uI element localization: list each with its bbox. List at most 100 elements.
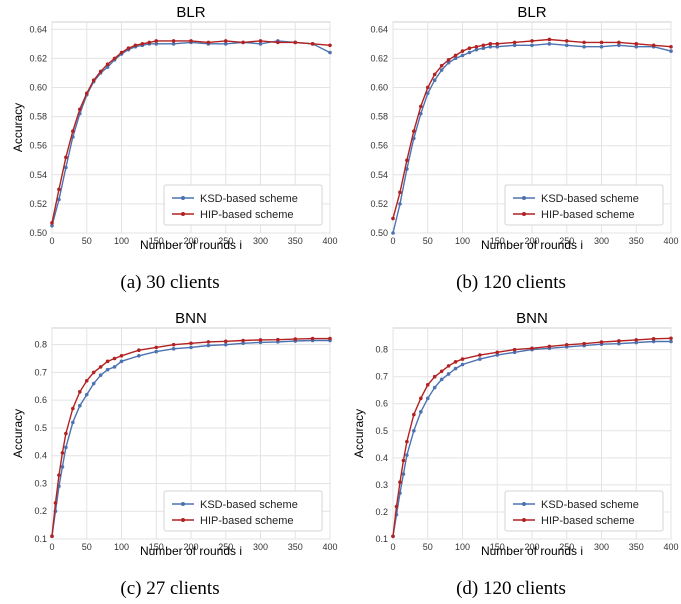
series-point-hip bbox=[453, 53, 458, 58]
series-point-hip bbox=[206, 340, 211, 344]
series-point-ksd bbox=[60, 465, 65, 469]
series-point-hip bbox=[599, 340, 604, 344]
series-point-hip bbox=[258, 338, 263, 342]
y-axis-label: Accuracy bbox=[11, 409, 25, 458]
series-point-hip bbox=[547, 37, 552, 42]
series-line-hip bbox=[392, 38, 672, 219]
legend-label: HIP-based scheme bbox=[200, 515, 294, 527]
series-point-ksd bbox=[98, 373, 103, 377]
x-tick-label: 50 bbox=[423, 236, 433, 246]
x-tick-label: 300 bbox=[253, 236, 268, 246]
y-tick-label: 0.4 bbox=[375, 453, 388, 463]
x-tick-label: 350 bbox=[629, 236, 644, 246]
series-point-hip bbox=[119, 50, 124, 55]
series-point-hip bbox=[634, 338, 639, 342]
series-point-hip bbox=[78, 107, 82, 112]
series-point-hip bbox=[530, 346, 534, 351]
series-point-ksd bbox=[439, 68, 444, 72]
series-point-ksd bbox=[78, 403, 82, 408]
series-point-hip bbox=[412, 129, 416, 133]
series-point-hip bbox=[405, 158, 409, 163]
series-point-hip bbox=[432, 374, 437, 379]
series-point-hip bbox=[276, 40, 280, 45]
legend-marker bbox=[181, 502, 185, 506]
legend-label: KSD-based scheme bbox=[541, 499, 639, 511]
series-point-ksd bbox=[651, 339, 656, 344]
series-point-ksd bbox=[112, 365, 117, 369]
series-point-ksd bbox=[495, 353, 500, 357]
series-point-ksd bbox=[669, 339, 673, 344]
series-point-hip bbox=[60, 451, 65, 455]
series-point-hip bbox=[64, 431, 68, 436]
chart-title: BLR bbox=[517, 4, 546, 21]
series-point-hip bbox=[206, 40, 211, 45]
y-tick-label: 0.1 bbox=[375, 534, 388, 544]
series-point-hip bbox=[412, 412, 416, 417]
series-point-hip bbox=[171, 342, 176, 347]
legend-marker bbox=[522, 196, 526, 200]
legend-box bbox=[163, 490, 323, 532]
y-tick-label: 0.54 bbox=[29, 170, 47, 180]
x-tick-label: 200 bbox=[183, 542, 198, 552]
series-point-hip bbox=[495, 42, 500, 46]
series-point-ksd bbox=[453, 366, 458, 371]
series-point-ksd bbox=[105, 367, 110, 372]
chart-a-svg: 0 50 100 150 200 250 300 350 400 0.50 0.52 0.54 0.56… bbox=[11, 4, 338, 252]
legend-label: KSD-based scheme bbox=[541, 193, 639, 205]
x-tick-label: 350 bbox=[629, 542, 644, 552]
series-point-hip bbox=[189, 341, 193, 346]
y-tick-label: 0.7 bbox=[34, 367, 47, 377]
chart-c-svg: 0 50 100 150 200 250 300 350 400 0.1 0.2 0.3 0.4 0.5 0… bbox=[11, 310, 338, 558]
series-point-ksd bbox=[599, 44, 604, 49]
x-tick-label: 150 bbox=[490, 236, 505, 246]
caption-c: (c) 27 clients bbox=[120, 578, 220, 599]
series-point-ksd bbox=[391, 231, 395, 235]
series-point-hip bbox=[398, 480, 402, 484]
y-tick-label: 0.58 bbox=[29, 112, 47, 122]
y-tick-label: 0.3 bbox=[34, 478, 47, 488]
series-point-ksd bbox=[460, 362, 465, 367]
series-point-ksd bbox=[91, 381, 96, 386]
x-tick-label: 350 bbox=[288, 542, 303, 552]
legend: KSD-based scheme HIP-based scheme bbox=[163, 184, 323, 226]
series-point-hip bbox=[241, 338, 245, 343]
series-point-ksd bbox=[634, 340, 639, 345]
series-point-ksd bbox=[71, 420, 75, 425]
x-tick-label: 350 bbox=[288, 236, 303, 246]
series-point-ksd bbox=[223, 342, 228, 347]
x-tick-label: 100 bbox=[114, 236, 129, 246]
series-point-ksd bbox=[258, 42, 263, 46]
series-point-hip bbox=[474, 44, 479, 49]
x-tick-label: 250 bbox=[559, 236, 574, 246]
x-tick-label: 150 bbox=[490, 542, 505, 552]
series-point-ksd bbox=[154, 42, 159, 46]
series-point-ksd bbox=[530, 43, 534, 48]
series-point-ksd bbox=[432, 385, 437, 390]
series-point-hip bbox=[310, 42, 315, 46]
series-point-hip bbox=[582, 40, 586, 45]
chart-panel-a: 0 50 100 150 200 250 300 350 400 0.50 0.52 0.54 0.56… bbox=[0, 0, 340, 260]
legend-label: KSD-based scheme bbox=[200, 499, 298, 511]
x-tick-label: 300 bbox=[594, 236, 609, 246]
series-point-hip bbox=[140, 42, 145, 46]
series-point-ksd bbox=[84, 392, 89, 397]
series-point-ksd bbox=[419, 111, 423, 116]
series-point-hip bbox=[425, 383, 430, 387]
series-point-hip bbox=[154, 39, 159, 43]
series-point-ksd bbox=[432, 78, 437, 83]
series-point-hip bbox=[71, 406, 75, 411]
caption-d: (d) 120 clients bbox=[456, 578, 566, 599]
y-tick-label: 0.6 bbox=[34, 395, 47, 405]
series-point-ksd bbox=[398, 202, 402, 206]
series-point-hip bbox=[64, 155, 68, 160]
series-point-hip bbox=[446, 58, 451, 62]
series-point-hip bbox=[453, 360, 458, 364]
x-tick-label: 50 bbox=[423, 542, 433, 552]
series-point-ksd bbox=[171, 347, 176, 351]
series-point-ksd bbox=[119, 359, 124, 364]
series-point-hip bbox=[310, 336, 315, 341]
series-point-hip bbox=[293, 337, 298, 341]
series-point-hip bbox=[154, 345, 159, 350]
legend-marker bbox=[522, 502, 526, 506]
x-tick-label: 0 bbox=[390, 236, 395, 246]
